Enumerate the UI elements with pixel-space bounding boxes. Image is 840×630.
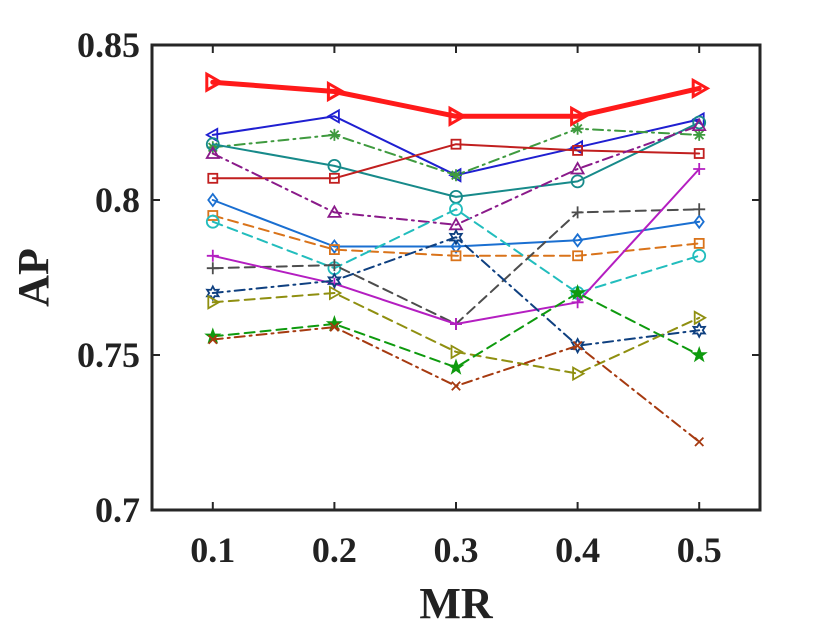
series-line: [211, 326, 701, 443]
axes-layer: 0.1 0.2 0.3 0.4 0.5 0.7 0.75 0.8 0.85: [77, 25, 760, 570]
series-layer: [204, 71, 711, 447]
data-point: [450, 318, 462, 330]
series-line: [211, 143, 701, 180]
series-purple-triangle-up: [205, 117, 707, 231]
x-tick-label: 0.1: [190, 530, 235, 570]
data-point: [205, 137, 220, 152]
data-point: [572, 366, 586, 382]
series-line: [211, 121, 701, 198]
data-point: [690, 345, 708, 363]
data-point: [207, 192, 219, 208]
data-point: [326, 108, 340, 124]
data-point: [326, 80, 346, 103]
data-point: [326, 272, 342, 290]
data-point: [326, 204, 342, 218]
data-point: [327, 158, 342, 173]
x-axis-title: MR: [419, 579, 494, 628]
data-point: [207, 210, 219, 221]
data-point: [693, 214, 705, 230]
data-point: [328, 172, 340, 184]
data-point: [693, 203, 706, 216]
series-line: [211, 214, 701, 257]
data-point: [693, 148, 705, 159]
data-point: [570, 105, 589, 127]
data-point: [691, 117, 707, 132]
data-point: [206, 262, 219, 275]
series-darkred-square: [207, 138, 705, 184]
series-line: [211, 199, 701, 248]
series-green-pentagram: [204, 283, 708, 375]
data-point: [693, 163, 706, 175]
data-point: [693, 310, 708, 326]
data-point: [448, 105, 468, 127]
data-point: [692, 115, 707, 130]
series-line: [211, 115, 701, 177]
data-point: [205, 214, 220, 229]
data-point: [693, 128, 706, 141]
data-point: [206, 249, 219, 262]
data-point: [329, 322, 340, 332]
data-point: [450, 344, 464, 360]
data-point: [571, 206, 584, 219]
data-point: [572, 144, 583, 156]
series-line: [211, 292, 701, 375]
series-line: [210, 79, 702, 119]
data-point: [207, 334, 218, 345]
data-point: [570, 337, 586, 355]
data-point: [328, 244, 340, 256]
series-line: [211, 236, 701, 347]
data-point: [450, 250, 462, 262]
data-point: [450, 239, 462, 254]
y-tick-label: 0.8: [95, 180, 140, 220]
data-point: [328, 259, 341, 272]
data-point: [205, 145, 221, 159]
series-brown-x: [207, 322, 705, 447]
x-tick-label: 0.4: [555, 530, 600, 570]
series-line: [211, 208, 701, 294]
y-tick-label: 0.7: [95, 490, 140, 530]
y-tick-label: 0.75: [77, 335, 140, 375]
series-line: [211, 124, 701, 226]
data-point: [328, 285, 343, 301]
data-point: [691, 77, 711, 99]
x-tick-label: 0.2: [312, 530, 357, 570]
data-point: [692, 248, 707, 263]
data-point: [570, 161, 586, 175]
data-point: [571, 296, 584, 309]
y-tick-label: 0.85: [77, 25, 140, 65]
data-point: [572, 250, 583, 262]
data-point: [570, 174, 585, 189]
data-point: [450, 169, 462, 182]
data-point: [691, 321, 707, 339]
series-red-triangle-right-thick: [205, 71, 711, 127]
series-line: [211, 208, 701, 325]
data-point: [571, 122, 584, 135]
data-point: [207, 172, 219, 184]
data-point: [448, 228, 464, 246]
data-point: [207, 294, 221, 310]
y-axis-title: AP: [9, 248, 58, 307]
x-tick-label: 0.3: [434, 530, 479, 570]
data-point: [449, 202, 463, 217]
data-point: [450, 138, 462, 150]
series-orange-square: [207, 210, 705, 262]
data-point: [572, 340, 583, 351]
data-point: [569, 283, 587, 301]
x-tick-label: 0.5: [677, 530, 722, 570]
series-line: [211, 292, 701, 369]
data-point: [451, 381, 461, 391]
data-point: [328, 128, 341, 141]
series-gray-plus: [206, 203, 706, 330]
series-olive-triangle-right: [207, 285, 708, 382]
data-point: [693, 237, 705, 249]
series-teal-circle: [205, 115, 707, 204]
data-point: [694, 436, 705, 447]
data-point: [205, 71, 224, 93]
data-point: [447, 358, 465, 375]
data-point: [571, 232, 584, 248]
